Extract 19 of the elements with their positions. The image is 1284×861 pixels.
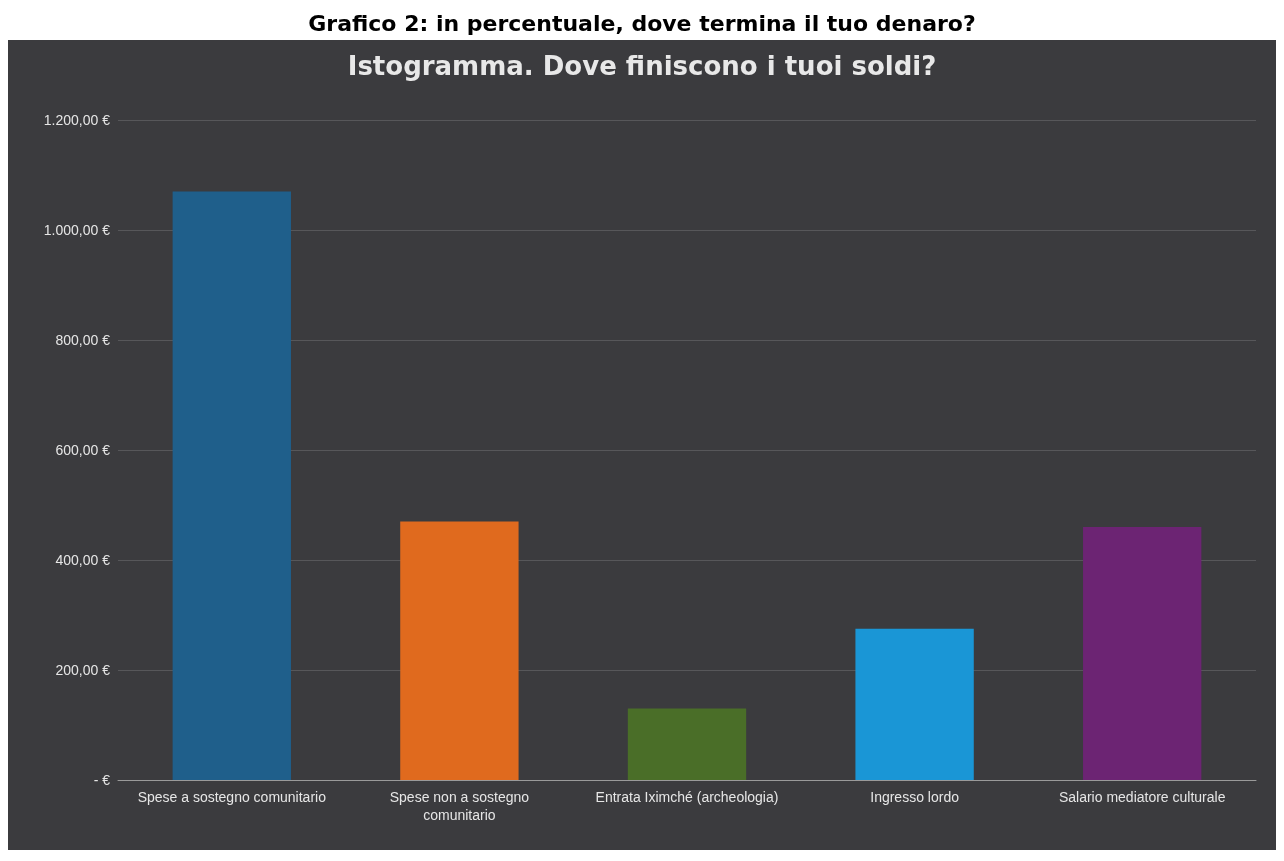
bar — [627, 708, 747, 780]
y-tick-label: 800,00 € — [55, 332, 111, 348]
x-tick-label: Ingresso lordo — [870, 789, 960, 805]
bar — [172, 191, 291, 780]
bar — [1083, 527, 1202, 780]
y-tick-label: 400,00 € — [55, 552, 111, 568]
bar — [400, 521, 519, 780]
y-tick-label: 1.000,00 € — [43, 222, 111, 238]
y-tick-label: - € — [93, 772, 111, 788]
x-tick-label: Entrata Iximché (archeologia) — [595, 789, 779, 805]
x-tick-label: Spese non a sostegno comunitario — [389, 789, 530, 823]
y-tick-label: 1.200,00 € — [43, 112, 111, 128]
chart-title: Grafico 2: in percentuale, dove termina il tuo denaro? — [307, 10, 977, 38]
x-tick-label: Salario mediatore culturale — [1058, 789, 1226, 805]
y-tick-label: 600,00 € — [55, 442, 111, 458]
x-tick-label: Spese a sostegno comunitario — [137, 789, 327, 805]
chart-subtitle: Istogramma. Dove finiscono i tuoi soldi? — [347, 51, 937, 81]
bar — [855, 628, 974, 780]
y-tick-label: 200,00 € — [55, 662, 111, 678]
